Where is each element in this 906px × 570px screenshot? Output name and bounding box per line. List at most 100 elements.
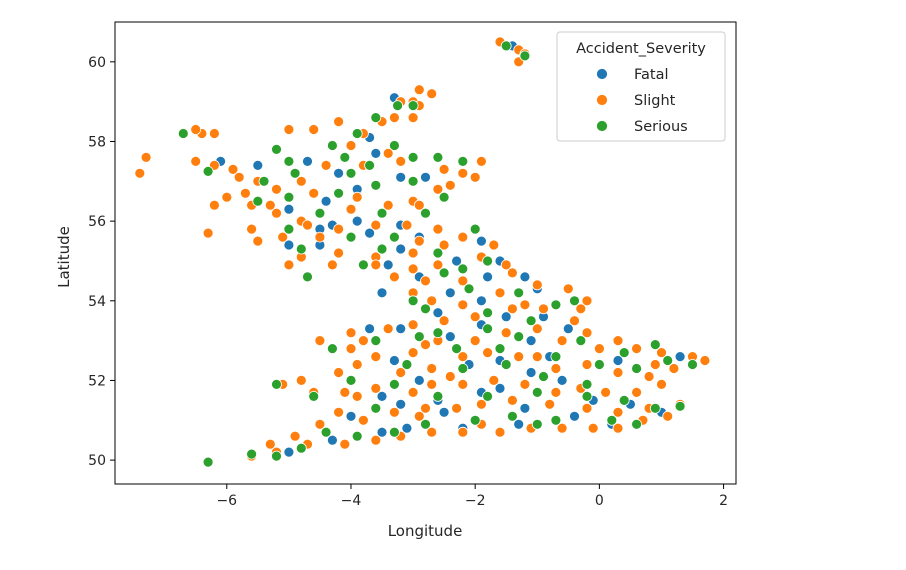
point-slight [246, 223, 258, 235]
point-fatal [438, 406, 450, 418]
point-serious [594, 359, 605, 370]
point-slight [289, 430, 301, 442]
x-tick-label: −6 [216, 493, 237, 509]
point-serious [370, 402, 382, 414]
point-fatal [432, 307, 444, 319]
point-serious [289, 167, 301, 179]
point-serious [246, 448, 258, 460]
point-serious [271, 378, 282, 390]
point-fatal [500, 311, 512, 323]
point-slight [507, 267, 518, 279]
point-serious [432, 151, 444, 163]
point-slight [699, 355, 711, 366]
point-serious [482, 255, 494, 267]
point-serious [550, 414, 562, 426]
point-slight [345, 327, 357, 339]
point-serious [392, 100, 404, 111]
point-slight [556, 335, 568, 347]
point-slight [519, 299, 531, 311]
point-slight [295, 374, 307, 386]
point-slight [556, 422, 568, 434]
point-serious [388, 140, 400, 151]
point-slight [426, 426, 438, 438]
point-serious [351, 128, 363, 139]
point-slight [494, 426, 506, 438]
legend-label-serious: Serious [634, 119, 688, 135]
point-serious [569, 295, 580, 307]
point-serious [202, 165, 214, 177]
point-slight [277, 231, 289, 243]
x-tick-label: −2 [465, 493, 486, 509]
point-serious [376, 243, 388, 255]
point-serious [339, 151, 351, 163]
point-slight [333, 367, 345, 378]
point-slight [444, 179, 456, 191]
point-serious [618, 347, 630, 359]
point-fatal [612, 355, 624, 366]
point-fatal [364, 227, 376, 239]
legend-marker-serious [596, 120, 608, 132]
point-slight [631, 343, 642, 355]
point-serious [687, 359, 698, 370]
point-fatal [525, 335, 537, 347]
point-serious [388, 426, 400, 438]
point-slight [444, 371, 456, 382]
point-slight [600, 386, 611, 398]
point-slight [550, 363, 562, 374]
point-slight [581, 402, 593, 414]
point-serious [283, 191, 295, 203]
point-fatal [376, 426, 388, 438]
point-slight [326, 259, 338, 271]
x-tick-label: −4 [341, 493, 362, 509]
point-slight [357, 414, 369, 426]
point-slight [587, 422, 599, 434]
point-serious [345, 231, 357, 243]
point-slight [314, 418, 326, 430]
point-slight [469, 335, 481, 347]
point-serious [482, 307, 494, 319]
point-serious [618, 394, 630, 406]
point-slight [438, 315, 450, 327]
point-slight [339, 438, 351, 450]
point-serious [345, 374, 357, 386]
point-serious [407, 100, 419, 111]
point-slight [500, 259, 512, 271]
point-serious [525, 315, 537, 327]
point-serious [482, 390, 494, 402]
point-fatal [475, 235, 487, 247]
point-serious [407, 295, 419, 307]
point-serious [295, 243, 307, 255]
point-slight [513, 351, 525, 363]
point-serious [500, 359, 512, 370]
points-layer [134, 36, 711, 468]
point-slight [407, 319, 419, 331]
legend-label-fatal: Fatal [634, 67, 669, 83]
point-serious [550, 299, 562, 311]
point-fatal [451, 255, 463, 267]
point-slight [457, 426, 469, 438]
point-slight [401, 219, 413, 231]
point-slight [656, 347, 667, 359]
point-fatal [395, 323, 407, 335]
point-slight [333, 247, 345, 259]
point-serious [420, 207, 431, 219]
point-slight [357, 335, 369, 347]
point-serious [177, 128, 189, 139]
legend-marker-slight [596, 94, 608, 106]
point-slight [345, 343, 357, 355]
point-slight [233, 171, 245, 183]
point-serious [451, 343, 463, 355]
point-serious [469, 414, 481, 426]
point-slight [221, 191, 233, 203]
point-fatal [494, 382, 506, 394]
point-slight [339, 386, 351, 398]
point-slight [649, 359, 661, 370]
point-serious [649, 339, 661, 351]
point-fatal [519, 402, 531, 414]
ticks-layer: −6 −4 −2 0 2 50 52 54 56 58 60 [88, 55, 728, 509]
point-fatal [252, 159, 264, 171]
point-slight [519, 378, 531, 390]
point-slight [662, 410, 674, 422]
point-slight [333, 116, 345, 127]
legend-title: Accident_Severity [576, 41, 706, 57]
